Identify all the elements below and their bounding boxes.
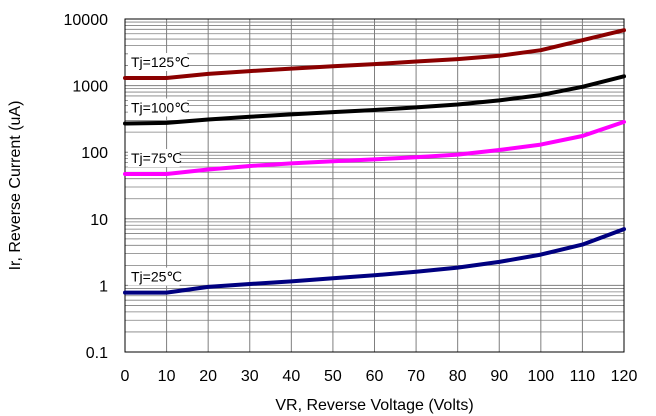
x-tick-label: 110 <box>570 368 596 385</box>
x-tick-label: 0 <box>121 368 130 385</box>
series-label: Tj=25℃ <box>131 269 182 285</box>
x-tick-label: 90 <box>490 368 508 385</box>
y-tick-label: 1000 <box>72 79 108 96</box>
x-axis-ticks: 0 10 20 30 40 50 60 70 80 90 100 110 120 <box>121 368 638 385</box>
series-label-background <box>128 53 188 72</box>
grid <box>124 18 625 353</box>
x-tick-label: 10 <box>158 368 176 385</box>
series-lines <box>123 28 626 295</box>
series-line <box>123 28 626 80</box>
x-tick-label: 80 <box>449 368 467 385</box>
y-tick-label: 10 <box>90 212 108 229</box>
series-label-background <box>128 149 180 168</box>
y-tick-label: 100 <box>81 145 108 162</box>
x-axis-title: VR, Reverse Voltage (Volts) <box>275 397 473 414</box>
series-label: Tj=75℃ <box>131 150 182 166</box>
series-line <box>123 74 626 126</box>
series-line <box>123 227 626 295</box>
series-label: Tj=100℃ <box>131 99 190 115</box>
x-tick-label: 100 <box>527 368 554 385</box>
series-label-background <box>128 98 188 117</box>
series-line <box>123 119 626 176</box>
x-tick-label: 120 <box>611 368 638 385</box>
x-tick-label: 20 <box>199 368 217 385</box>
plot-area-frame <box>124 18 625 353</box>
x-tick-label: 30 <box>241 368 259 385</box>
y-axis-ticks: 0.1 1 10 100 1000 10000 <box>64 12 109 362</box>
x-tick-label: 50 <box>324 368 342 385</box>
series-label-background <box>128 267 180 286</box>
x-tick-label: 70 <box>407 368 425 385</box>
y-tick-label: 10000 <box>64 12 109 29</box>
series-labels: Tj=125℃ Tj=100℃ Tj=75℃ Tj=25℃ <box>128 53 190 286</box>
y-tick-label: 0.1 <box>86 345 108 362</box>
series-label: Tj=125℃ <box>131 54 190 70</box>
x-tick-label: 40 <box>282 368 300 385</box>
y-axis-title: Ir, Reverse Current (uA) <box>7 101 24 271</box>
x-tick-label: 60 <box>366 368 384 385</box>
y-tick-label: 1 <box>99 278 108 295</box>
